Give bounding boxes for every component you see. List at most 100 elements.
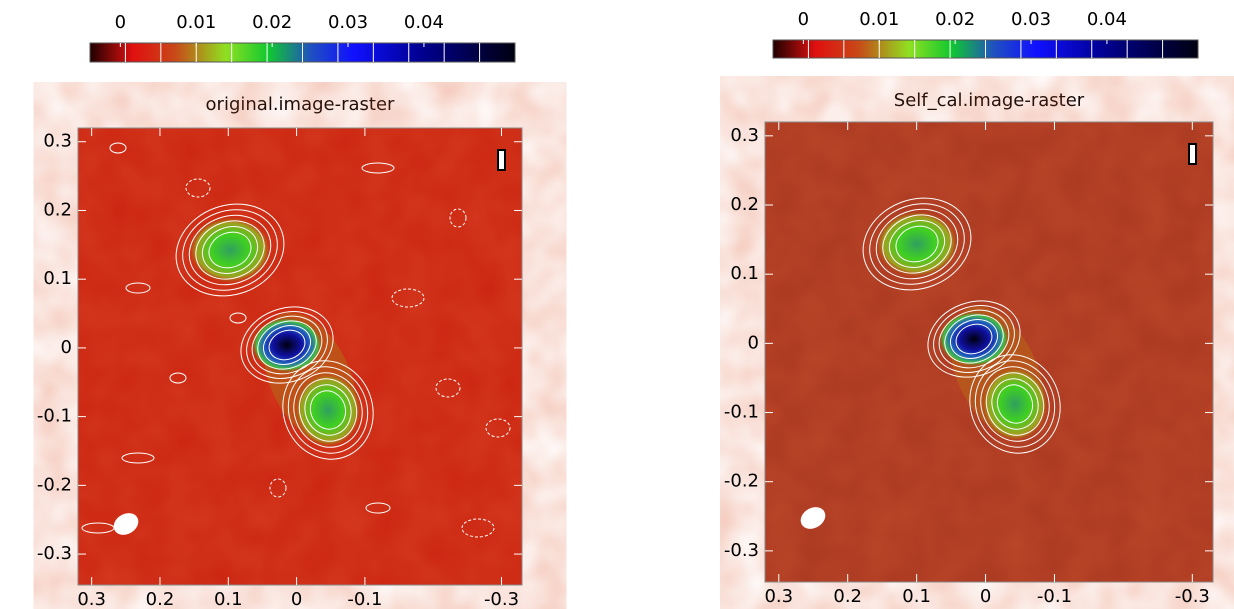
x-tick-label: -0.3: [484, 589, 519, 609]
contour: [251, 315, 323, 375]
y-tick-label: -0.3: [37, 543, 72, 564]
contour: [182, 209, 278, 291]
beam: [800, 507, 826, 529]
contour: [287, 366, 369, 454]
x-tick-label: -0.1: [1037, 586, 1072, 607]
y-tick-label: 0.1: [43, 268, 72, 289]
contour: [933, 305, 1015, 373]
y-tick-label: -0.2: [724, 471, 759, 492]
y-tick-label: -0.2: [37, 474, 72, 495]
colorbar-tick-label: 0.04: [404, 12, 444, 33]
contour: [949, 319, 999, 359]
colorbar-tick-label: 0.02: [935, 9, 975, 30]
y-tick-label: 0.2: [730, 194, 759, 215]
y-tick-label: 0.3: [730, 125, 759, 146]
x-tick-label: 0: [291, 589, 302, 609]
x-tick-label: 0.1: [902, 586, 931, 607]
y-tick-label: 0.3: [43, 131, 72, 152]
contour: [974, 360, 1056, 448]
noise-contour: [229, 312, 247, 324]
x-tick-label: 0.2: [833, 586, 862, 607]
contour: [969, 354, 1061, 454]
x-tick-label: 0.3: [77, 589, 106, 609]
contour: [188, 214, 272, 286]
contour: [175, 203, 285, 297]
x-tick-label: 0.2: [146, 589, 175, 609]
colorbar-tick-label: 0.02: [252, 12, 292, 33]
colorbar-tick-label: 0.01: [859, 9, 899, 30]
beam: [113, 513, 139, 535]
x-tick-label: -0.3: [1175, 586, 1210, 607]
colorbar-tick-label: 0.03: [328, 12, 368, 33]
contour: [268, 329, 306, 361]
contour: [869, 203, 965, 285]
contour: [240, 306, 334, 384]
scale-marker: [497, 149, 506, 171]
source: [294, 372, 362, 448]
contour: [955, 323, 993, 355]
contour: [882, 214, 952, 274]
x-tick-label: 0.3: [764, 586, 793, 607]
noise-contour: [269, 478, 287, 498]
noise-contour: [391, 288, 425, 308]
raster: [78, 128, 522, 585]
contour: [985, 372, 1045, 436]
noise-contour: [461, 518, 495, 538]
source: [981, 366, 1049, 442]
x-tick-label: -0.1: [347, 589, 382, 609]
y-tick-label: 0.1: [730, 263, 759, 284]
colorbar-tick-label: 0.04: [1087, 9, 1127, 30]
contour: [201, 226, 259, 274]
contour: [304, 384, 352, 436]
noise-contour: [361, 162, 395, 174]
noise-contour: [485, 418, 511, 438]
contour: [927, 300, 1021, 378]
contour: [208, 231, 252, 269]
panel-title: original.image-raster: [206, 94, 396, 115]
contour: [862, 197, 972, 291]
colorbar-tick-label: 0.01: [176, 12, 216, 33]
source: [938, 311, 1010, 367]
contour: [991, 378, 1039, 430]
y-tick-label: -0.1: [724, 402, 759, 423]
y-tick-label: 0: [748, 332, 759, 353]
contour: [282, 360, 374, 460]
contour: [293, 372, 363, 448]
noise-contour: [365, 502, 391, 514]
noise-contour: [185, 178, 211, 198]
colorbar-tick-label: 0: [115, 12, 126, 33]
contour: [938, 309, 1010, 369]
contour: [895, 225, 939, 263]
x-tick-label: 0: [980, 586, 991, 607]
noise-contour: [449, 208, 467, 228]
y-tick-label: -0.1: [37, 406, 72, 427]
contour: [246, 311, 328, 379]
y-tick-label: 0: [61, 337, 72, 358]
contour: [195, 220, 265, 280]
raster: [765, 122, 1213, 582]
noise-contour: [169, 372, 187, 384]
colorbar-tick-label: 0.03: [1011, 9, 1051, 30]
scale-marker: [1188, 143, 1197, 165]
contour: [944, 314, 1004, 364]
contour: [298, 378, 358, 442]
panel-title: Self_cal.image-raster: [894, 90, 1085, 111]
y-tick-label: -0.3: [724, 540, 759, 561]
source: [251, 317, 323, 373]
contour: [257, 320, 317, 370]
x-tick-label: 0.1: [214, 589, 243, 609]
colorbar-tick-label: 0: [798, 9, 809, 30]
noise-contour: [109, 142, 127, 154]
noise-contour: [125, 282, 151, 294]
plot-frame: [77, 127, 523, 586]
contour: [996, 384, 1034, 424]
contour: [875, 208, 959, 280]
contour: [309, 390, 347, 430]
contour: [980, 366, 1050, 442]
noise-contour: [121, 452, 155, 464]
contour: [262, 325, 312, 365]
y-tick-label: 0.2: [43, 199, 72, 220]
plot-frame: [764, 121, 1214, 583]
contour: [888, 220, 946, 268]
